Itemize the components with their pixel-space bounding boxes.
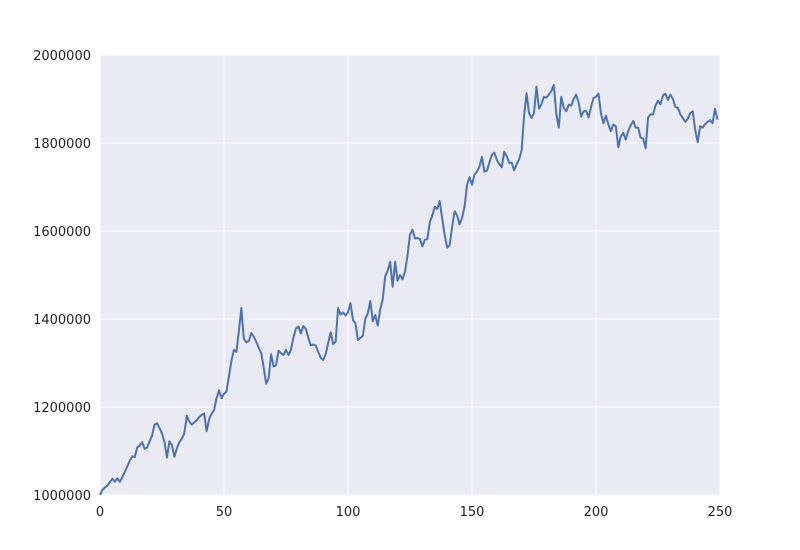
x-tick-label: 100 (336, 505, 361, 520)
y-tick-label: 2000000 (33, 49, 91, 64)
y-tick-label: 1800000 (33, 137, 91, 152)
plot-area (100, 55, 720, 495)
x-tick-label: 250 (708, 505, 733, 520)
series-line-0 (99, 83, 719, 496)
y-tick-label: 1000000 (33, 489, 91, 504)
grid-lines (99, 54, 721, 496)
y-axis-ticks: 1000000 1200000 1400000 1600000 1800000 20000… (33, 49, 91, 504)
x-tick-label: 150 (460, 505, 485, 520)
x-tick-label: 50 (216, 505, 233, 520)
y-tick-label: 1400000 (33, 313, 91, 328)
series-layer (99, 83, 719, 496)
x-axis-ticks: 0 50 100 150 200 250 (96, 505, 733, 520)
x-tick-label: 200 (584, 505, 609, 520)
y-tick-label: 1600000 (33, 225, 91, 240)
x-tick-label: 0 (96, 505, 104, 520)
y-tick-label: 1200000 (33, 401, 91, 416)
